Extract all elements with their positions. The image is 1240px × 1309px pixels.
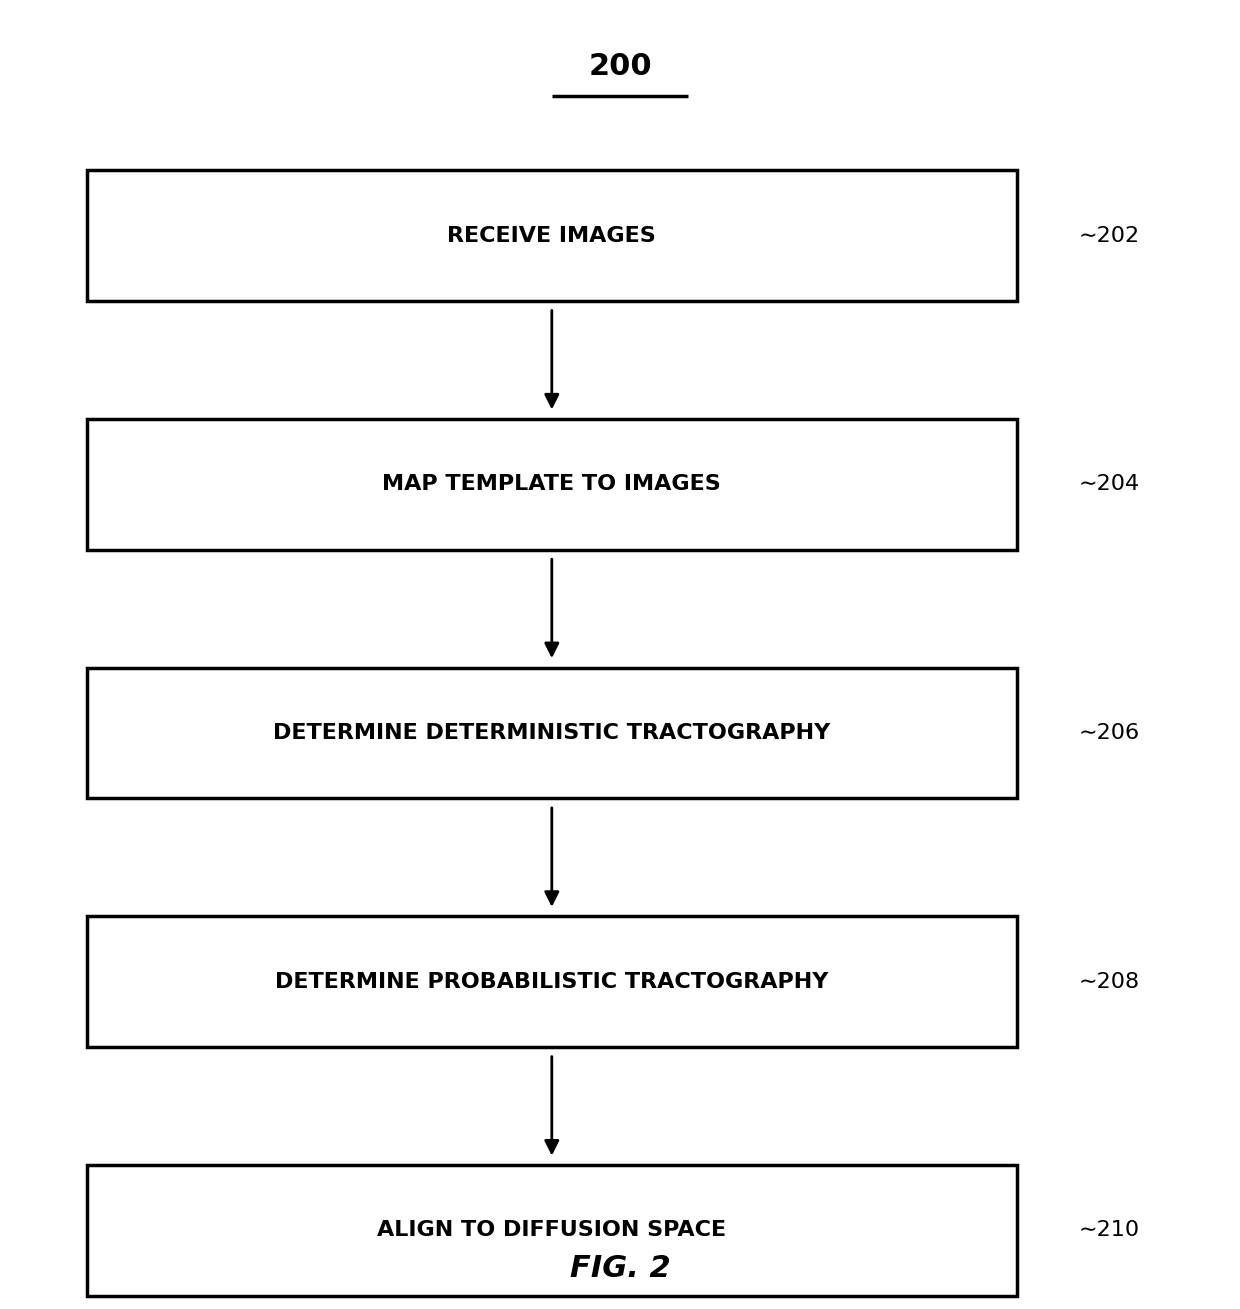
Text: ∼204: ∼204 bbox=[1079, 474, 1140, 495]
Text: RECEIVE IMAGES: RECEIVE IMAGES bbox=[448, 225, 656, 246]
Text: 200: 200 bbox=[588, 52, 652, 81]
Text: DETERMINE PROBABILISTIC TRACTOGRAPHY: DETERMINE PROBABILISTIC TRACTOGRAPHY bbox=[275, 971, 828, 992]
FancyBboxPatch shape bbox=[87, 170, 1017, 301]
Text: ∼206: ∼206 bbox=[1079, 723, 1140, 744]
Text: FIG. 2: FIG. 2 bbox=[569, 1254, 671, 1283]
Text: ALIGN TO DIFFUSION SPACE: ALIGN TO DIFFUSION SPACE bbox=[377, 1220, 727, 1241]
Text: MAP TEMPLATE TO IMAGES: MAP TEMPLATE TO IMAGES bbox=[382, 474, 722, 495]
FancyBboxPatch shape bbox=[87, 668, 1017, 798]
Text: ∼208: ∼208 bbox=[1079, 971, 1140, 992]
FancyBboxPatch shape bbox=[87, 916, 1017, 1047]
Text: ∼202: ∼202 bbox=[1079, 225, 1140, 246]
FancyBboxPatch shape bbox=[87, 1165, 1017, 1296]
Text: DETERMINE DETERMINISTIC TRACTOGRAPHY: DETERMINE DETERMINISTIC TRACTOGRAPHY bbox=[273, 723, 831, 744]
FancyBboxPatch shape bbox=[87, 419, 1017, 550]
Text: ∼210: ∼210 bbox=[1079, 1220, 1140, 1241]
